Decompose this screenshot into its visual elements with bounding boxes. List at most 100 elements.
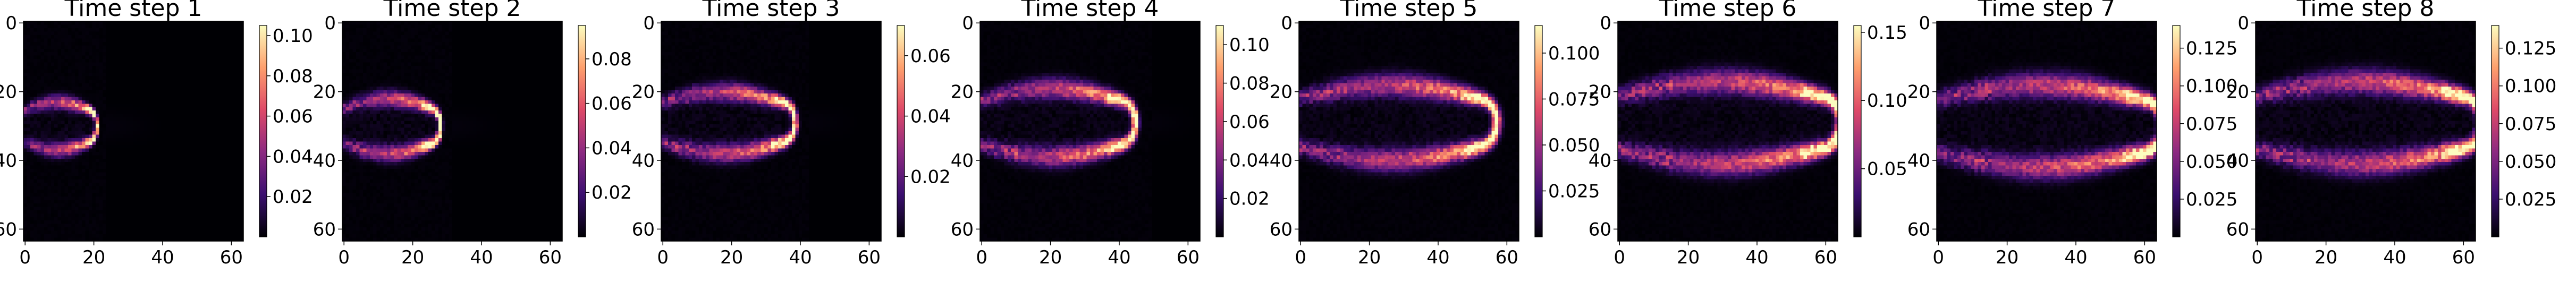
heatmap-cell (51, 210, 55, 214)
heatmap-cell (175, 224, 179, 228)
heatmap-cell (192, 56, 196, 59)
heatmap-cell (175, 166, 179, 169)
heatmap-cell (82, 31, 86, 35)
heatmap-cell (528, 42, 531, 46)
heatmap-cell (195, 138, 199, 142)
heatmap-cell (109, 162, 113, 166)
heatmap-cell (85, 104, 89, 107)
heatmap-cell (130, 134, 134, 138)
heatmap-cells (342, 21, 562, 241)
heatmap-cell (92, 110, 96, 114)
heatmap-cell (425, 56, 428, 59)
heatmap-cell (33, 73, 37, 76)
heatmap-cell (137, 220, 140, 224)
heatmap-cell (157, 117, 161, 121)
heatmap-cell (199, 227, 202, 231)
heatmap-cell (140, 176, 144, 180)
heatmap-cell (237, 213, 240, 217)
heatmap-cell (140, 159, 144, 163)
heatmap-cell (123, 124, 127, 128)
heatmap-cell (223, 193, 226, 197)
heatmap-cell (130, 117, 134, 121)
heatmap-cell (157, 134, 161, 138)
heatmap-cell (490, 52, 494, 56)
heatmap-cell (116, 100, 120, 104)
heatmap-cell (230, 70, 233, 73)
heatmap-cell (51, 38, 55, 42)
heatmap-cell (75, 155, 79, 159)
heatmap-cell (469, 21, 473, 25)
heatmap-cell (449, 24, 453, 28)
heatmap-cell (216, 134, 219, 138)
heatmap-cell (82, 49, 86, 53)
heatmap-cell (171, 197, 175, 200)
heatmap-cell (408, 49, 411, 53)
heatmap-cell (195, 66, 199, 70)
heatmap-cell (116, 70, 120, 73)
heatmap-cell (421, 52, 425, 56)
heatmap-cell (501, 38, 504, 42)
heatmap-cell (223, 173, 226, 176)
heatmap-cell (113, 97, 116, 100)
heatmap-cell (168, 97, 172, 100)
heatmap-cell (65, 31, 69, 35)
heatmap-cell (61, 183, 65, 186)
heatmap-cell (525, 45, 528, 49)
heatmap-cell (103, 231, 106, 235)
heatmap-cell (175, 220, 179, 224)
heatmap-cell (47, 110, 51, 114)
heatmap-cell (387, 56, 391, 59)
heatmap-cell (68, 114, 72, 118)
heatmap-cell (120, 117, 123, 121)
heatmap-cell (65, 28, 69, 32)
heatmap-cell (206, 114, 209, 118)
heatmap-cell (223, 56, 226, 59)
heatmap-cell (178, 121, 182, 125)
heatmap-cell (51, 45, 55, 49)
heatmap-cell (79, 180, 82, 183)
heatmap-cell (199, 166, 202, 169)
heatmap-cell (106, 162, 109, 166)
heatmap-cell (27, 186, 30, 190)
heatmap-cell (171, 234, 175, 238)
heatmap-cell (189, 173, 192, 176)
heatmap-cell (504, 21, 508, 25)
heatmap-cell (68, 148, 72, 152)
heatmap-cell (175, 83, 179, 87)
heatmap-cell (85, 134, 89, 138)
heatmap-cell (189, 45, 192, 49)
heatmap-cell (508, 49, 511, 53)
heatmap-cell (96, 83, 99, 87)
heatmap-cell (206, 186, 209, 190)
heatmap-cell (75, 124, 79, 128)
heatmap-cell (140, 193, 144, 197)
heatmap-cell (137, 183, 140, 186)
heatmap-cell (123, 31, 127, 35)
heatmap-cell (462, 56, 466, 59)
heatmap-cell (72, 180, 75, 183)
heatmap-cell (23, 227, 27, 231)
heatmap-cell (168, 45, 172, 49)
heatmap-cell (380, 42, 384, 46)
heatmap-cell (96, 21, 99, 25)
heatmap-cell (195, 56, 199, 59)
heatmap-cell (130, 155, 134, 159)
heatmap-cell (147, 152, 151, 156)
heatmap-cell (185, 234, 189, 238)
heatmap-cell (106, 90, 109, 93)
heatmap-cell (171, 213, 175, 217)
heatmap-cell (380, 49, 384, 53)
heatmap-cell (51, 104, 55, 107)
heatmap-cell (501, 56, 504, 59)
heatmap-cell (103, 190, 106, 193)
heatmap-cell (51, 138, 55, 142)
heatmap-cell (175, 28, 179, 32)
heatmap-cell (109, 173, 113, 176)
heatmap-cell (27, 97, 30, 100)
heatmap-cell (237, 227, 240, 231)
heatmap-cell (23, 203, 27, 207)
heatmap-cell (37, 128, 41, 132)
heatmap-cell (171, 186, 175, 190)
heatmap-cell (161, 227, 165, 231)
heatmap-cell (51, 31, 55, 35)
